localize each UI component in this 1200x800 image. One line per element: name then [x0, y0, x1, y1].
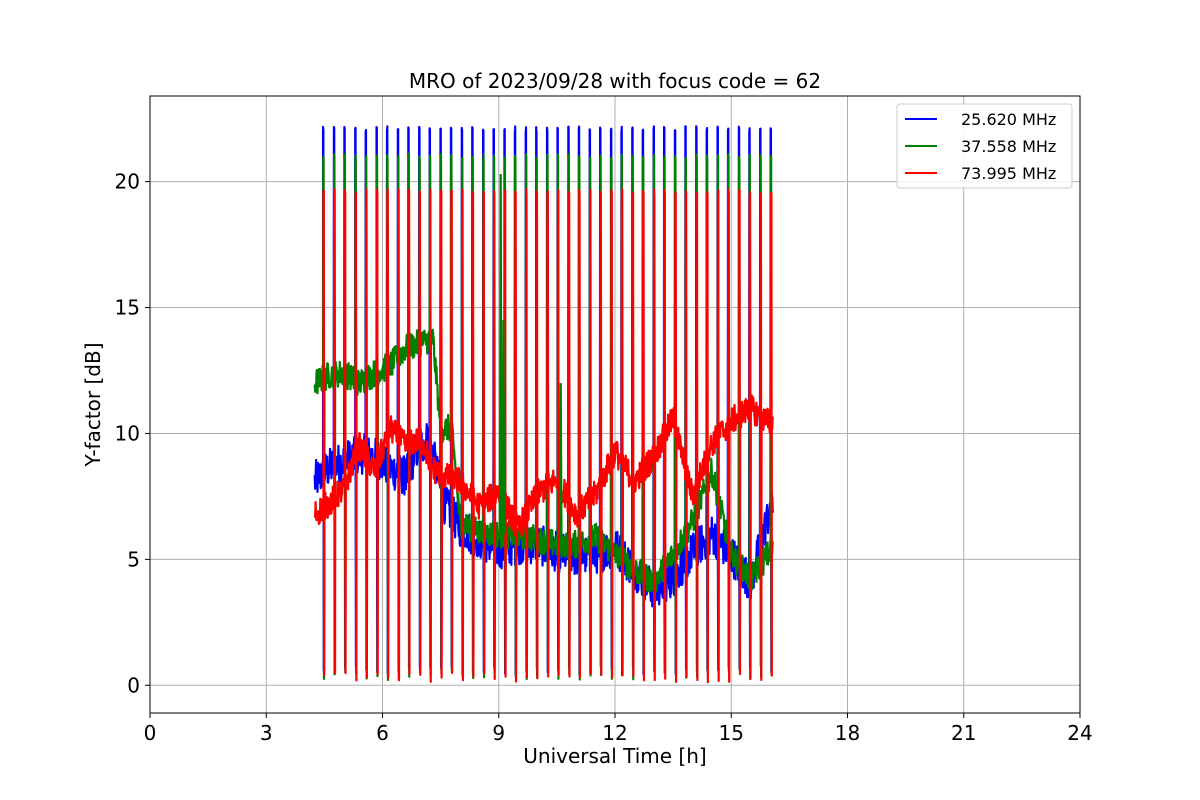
x-tick-label: 0	[144, 721, 157, 745]
ticks: 0 3 6 9 12 15 18 21 24 0 5 10 15 20	[115, 170, 1093, 745]
legend-box	[896, 103, 1073, 189]
series-spike	[558, 383, 563, 545]
y-tick-label: 0	[127, 673, 140, 697]
x-tick-label: 24	[1067, 721, 1092, 745]
x-tick-label: 12	[602, 721, 627, 745]
y-tick-label: 20	[115, 170, 140, 194]
series-spike	[501, 320, 506, 535]
y-tick-label: 15	[115, 296, 140, 320]
y-tick-label: 5	[127, 547, 140, 571]
x-axis-label: Universal Time [h]	[523, 744, 706, 768]
series-line	[313, 188, 774, 684]
x-tick-label: 9	[492, 721, 505, 745]
y-axis-label: Y-factor [dB]	[81, 342, 105, 467]
legend-label: 25.620 MHz	[961, 110, 1056, 129]
x-tick-label: 21	[951, 721, 976, 745]
x-tick-label: 3	[260, 721, 273, 745]
legend-label: 73.995 MHz	[961, 164, 1056, 183]
x-tick-label: 6	[376, 721, 389, 745]
legend: 25.620 MHz 37.558 MHz 73.995 MHz	[896, 103, 1073, 189]
x-tick-label: 18	[835, 721, 860, 745]
x-tick-label: 15	[719, 721, 744, 745]
y-tick-label: 10	[115, 421, 140, 445]
series-spike	[498, 174, 503, 535]
chart-title: MRO of 2023/09/28 with focus code = 62	[409, 69, 821, 93]
legend-label: 37.558 MHz	[961, 137, 1056, 156]
plot-area	[313, 125, 774, 684]
